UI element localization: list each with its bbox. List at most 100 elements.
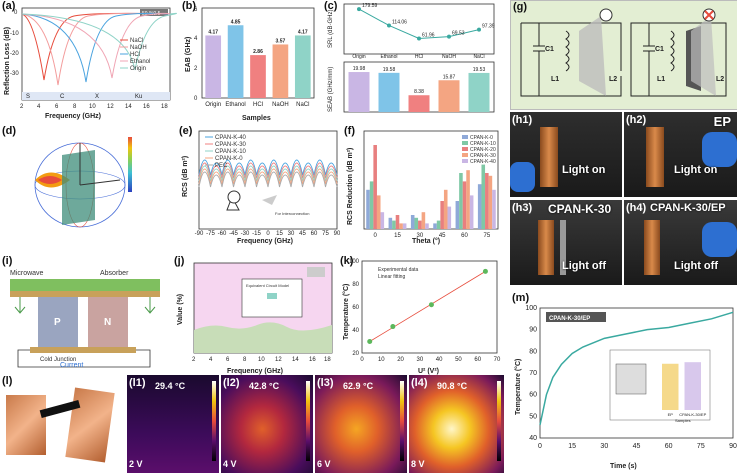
value-area [194, 322, 332, 353]
panel-k: (k) U² (V²) Temperature (°C) Experimenta… [338, 255, 503, 375]
m-ytick: 90 [529, 327, 537, 334]
copper-foil-left [6, 395, 46, 455]
e-legend: CPAN-K-40 CPAN-K-30 CPAN-K-10 CPAN-K-0 P… [205, 135, 247, 169]
e-tick-label: 30 [288, 231, 295, 237]
coil-glow-1 [579, 16, 606, 96]
m-ytick: 40 [529, 435, 537, 442]
e-tick-label: -45 [229, 231, 238, 237]
e-tick-label: 15 [276, 231, 283, 237]
m-inset-bar [684, 362, 701, 410]
k-xtick: 70 [494, 357, 501, 363]
svg-text:CPAN-K-30: CPAN-K-30 [215, 142, 247, 148]
copper-coil-4 [644, 220, 660, 275]
panel-d-label: (d) [2, 125, 17, 137]
absorber-layer [10, 279, 160, 291]
e-tick-label: 45 [299, 231, 306, 237]
m-xtick: 15 [568, 443, 576, 450]
k-xlabel: U² (V²) [418, 368, 439, 375]
f-legend-label: CPAN-K-20 [470, 147, 496, 153]
j-xlabel: Frequency (GHz) [227, 368, 283, 375]
g-l1b: L1 [657, 76, 665, 83]
svg-text:8: 8 [73, 104, 77, 110]
e-tick-label: 90 [334, 231, 340, 237]
i-n: N [104, 317, 111, 328]
svg-text:12: 12 [107, 104, 114, 110]
panel-c-label: (c) [324, 0, 338, 12]
coil-glow-2 [691, 16, 716, 96]
f-bar [392, 220, 396, 229]
c-seab-bar [438, 80, 460, 112]
k-xtick: 30 [417, 357, 424, 363]
i-absorber: Absorber [100, 270, 129, 277]
e-ylabel: RCS (dB m²) [182, 156, 189, 197]
a-yticks: 0 -10 -20 -30 [10, 10, 19, 77]
panel-h1: (h1) Light on [510, 112, 622, 197]
f-bar [369, 181, 374, 229]
svg-text:18: 18 [324, 357, 331, 363]
m-xtick: 30 [600, 443, 608, 450]
e-xticks: -90 -75 -60 -45 -30 -15 0 15 30 45 60 75 90 [195, 231, 340, 237]
panel-g-label: (g) [513, 1, 528, 13]
c-ylabel-bottom: SEAB (GHz/mm) [328, 67, 334, 112]
colorbar [128, 137, 132, 192]
badge [140, 9, 168, 16]
m-ytick: 50 [529, 413, 537, 420]
c-seab-label: 19.98 [353, 66, 366, 72]
c-srl-label: 97.39 [482, 24, 495, 30]
svg-text:14: 14 [125, 104, 132, 110]
k-point [428, 302, 434, 308]
g-l1: L1 [551, 76, 559, 83]
panel-h3: (h3) CPAN-K-30 Light off [510, 200, 622, 285]
svg-text:16: 16 [309, 357, 316, 363]
c-seab-bar [468, 72, 490, 112]
j-ylabel: Value (%) [177, 294, 184, 325]
panel-l: (l) [0, 375, 125, 473]
m-xtick: 0 [538, 443, 542, 450]
lc-circuit-diagram: C1 L1 L2 C1 L1 L2 [520, 8, 727, 97]
c-seab-label: 15.87 [443, 74, 456, 80]
l2-volt: 4 V [223, 459, 237, 469]
f-bar [421, 212, 426, 229]
h2-tag: EP [713, 114, 731, 129]
l1-temp: 29.4 °C [155, 381, 186, 391]
panel-l1-label: (l1) [129, 377, 146, 389]
k-fit-line [369, 271, 486, 342]
k-ytick: 40 [352, 328, 359, 334]
svg-text:14: 14 [292, 357, 299, 363]
a-xticks: 2 4 6 8 10 12 14 16 18 [20, 104, 168, 110]
f-bar [376, 195, 381, 229]
m-xtick: 90 [729, 443, 737, 450]
svg-text:CPAN-K-40: CPAN-K-40 [215, 135, 247, 141]
f-legend-swatch [462, 147, 468, 151]
panel-l3: (l3) 62.9 °C 6 V [315, 375, 407, 473]
f-bar [380, 212, 385, 229]
c-seab-bar [378, 72, 400, 112]
panel-l4: (l4) 90.8 °C 8 V [409, 375, 504, 473]
c-tick-label: Ethanol [381, 54, 398, 60]
f-bar [440, 201, 444, 229]
svg-text:10: 10 [258, 357, 265, 363]
device-icon [307, 267, 325, 277]
panel-f-label: (f) [344, 125, 355, 137]
e-curve-2 [198, 165, 338, 182]
thermoelectric-diagram: Microwave Absorber P N Cold Junction Cur… [10, 270, 160, 369]
panel-h2-label: (h2) [626, 114, 647, 126]
panel-a-label: (a) [2, 0, 16, 12]
c-tick-label: NaCl [473, 54, 484, 60]
svg-text:2: 2 [192, 357, 196, 363]
svg-text:-30: -30 [10, 71, 19, 77]
f-legend-swatch [462, 159, 468, 163]
f-bar [455, 201, 460, 229]
j-xticks: 2 4 6 8 10 12 14 16 18 [192, 357, 331, 363]
f-bar [433, 223, 437, 229]
b-tick-label: Ethanol [225, 102, 245, 108]
f-ylabel: RCS Reduction (dB m²) [347, 148, 354, 225]
c-srl-label: 179.59 [362, 3, 378, 9]
f-bar [418, 220, 422, 229]
rl-curve-3 [21, 12, 171, 79]
f-bar [366, 189, 370, 229]
b-bar-NaCl [294, 35, 311, 98]
svg-text:CPAN-K-10: CPAN-K-10 [215, 149, 247, 155]
f-bar [395, 215, 400, 229]
band-c: C [60, 94, 65, 100]
